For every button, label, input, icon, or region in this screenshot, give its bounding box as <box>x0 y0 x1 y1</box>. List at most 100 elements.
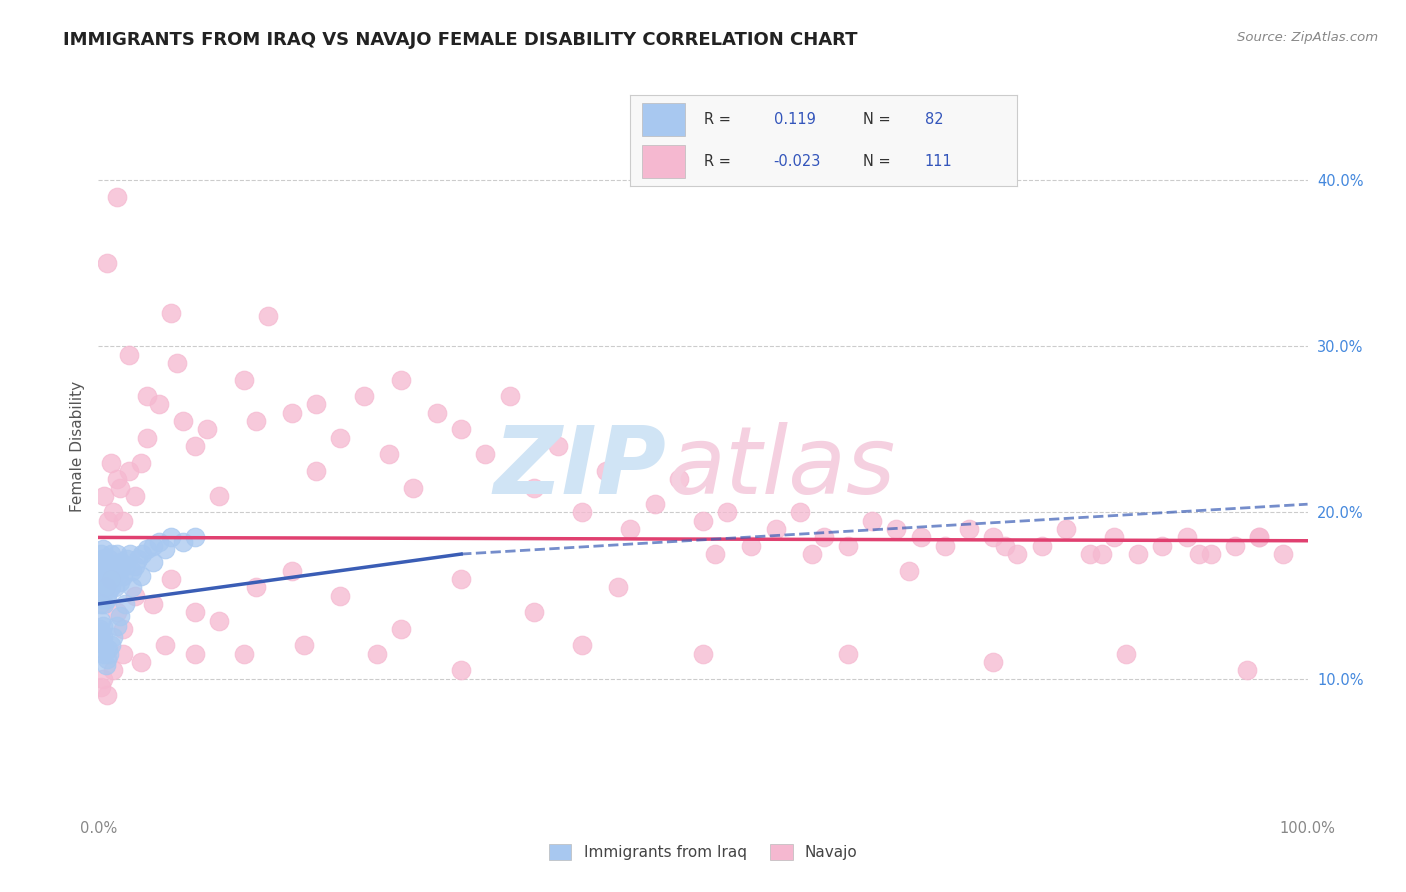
Point <box>93 564 115 578</box>
Point <box>94 580 117 594</box>
Point <box>100 456 122 470</box>
Point <box>97 585 120 599</box>
Point <box>256 310 278 324</box>
Point <box>957 522 980 536</box>
Point <box>813 530 835 544</box>
Point <box>91 585 114 599</box>
Point <box>129 456 152 470</box>
Point <box>91 591 114 606</box>
Point <box>1175 530 1198 544</box>
Point <box>100 564 122 578</box>
Point <box>91 597 114 611</box>
Point <box>98 647 121 661</box>
Point <box>692 647 714 661</box>
Point <box>994 539 1017 553</box>
Point <box>108 558 131 573</box>
Point <box>281 564 304 578</box>
Point <box>90 614 112 628</box>
Point <box>692 514 714 528</box>
Point <box>91 558 114 573</box>
Point <box>281 406 304 420</box>
Point <box>93 489 115 503</box>
Point <box>389 622 412 636</box>
Point <box>91 635 114 649</box>
Point <box>96 572 118 586</box>
Point <box>765 522 787 536</box>
Point <box>94 568 117 582</box>
Point <box>523 481 546 495</box>
Point <box>97 575 120 590</box>
Point <box>94 555 117 569</box>
Point <box>1091 547 1114 561</box>
Point <box>377 447 399 461</box>
Point <box>142 597 165 611</box>
Point <box>142 555 165 569</box>
Point <box>91 568 114 582</box>
Point <box>101 630 124 644</box>
Point <box>389 372 412 386</box>
Point <box>595 464 617 478</box>
Point <box>166 356 188 370</box>
Point <box>93 597 115 611</box>
Point <box>101 568 124 582</box>
Point <box>93 580 115 594</box>
Text: IMMIGRANTS FROM IRAQ VS NAVAJO FEMALE DISABILITY CORRELATION CHART: IMMIGRANTS FROM IRAQ VS NAVAJO FEMALE DI… <box>63 31 858 49</box>
Point <box>619 522 641 536</box>
Point <box>93 552 115 566</box>
Point <box>89 622 111 636</box>
Y-axis label: Female Disability: Female Disability <box>69 380 84 512</box>
Point <box>571 506 593 520</box>
Legend: Immigrants from Iraq, Navajo: Immigrants from Iraq, Navajo <box>543 838 863 866</box>
Point <box>100 580 122 594</box>
Point <box>184 647 207 661</box>
Point <box>98 568 121 582</box>
Point <box>96 591 118 606</box>
Point <box>547 439 569 453</box>
Point <box>208 489 231 503</box>
Point <box>131 547 153 561</box>
Point <box>153 639 176 653</box>
Point <box>91 580 114 594</box>
Point <box>89 564 111 578</box>
Point <box>129 655 152 669</box>
Point <box>121 580 143 594</box>
Point <box>184 439 207 453</box>
Point <box>837 539 859 553</box>
Point <box>305 397 328 411</box>
Point <box>172 535 194 549</box>
Point <box>1102 530 1125 544</box>
Point <box>100 547 122 561</box>
Point <box>172 414 194 428</box>
Point <box>837 647 859 661</box>
Point <box>93 639 115 653</box>
Point <box>94 580 117 594</box>
Point <box>108 608 131 623</box>
Point <box>90 589 112 603</box>
Point <box>1236 664 1258 678</box>
Point <box>981 530 1004 544</box>
Point <box>160 306 183 320</box>
Point <box>101 664 124 678</box>
Point <box>1054 522 1077 536</box>
Point <box>91 641 114 656</box>
Point <box>1078 547 1101 561</box>
Point <box>1115 647 1137 661</box>
Point <box>402 481 425 495</box>
Point <box>160 530 183 544</box>
Point <box>1188 547 1211 561</box>
Point <box>127 552 149 566</box>
Point <box>329 589 352 603</box>
Point <box>90 625 112 640</box>
Point <box>114 558 136 573</box>
Point <box>135 542 157 557</box>
Point <box>90 572 112 586</box>
Point <box>232 372 254 386</box>
Point <box>1223 539 1246 553</box>
Point <box>329 431 352 445</box>
Point <box>105 605 128 619</box>
Point <box>740 539 762 553</box>
Point <box>90 547 112 561</box>
Text: atlas: atlas <box>666 423 896 514</box>
Point <box>105 189 128 203</box>
Point <box>208 614 231 628</box>
